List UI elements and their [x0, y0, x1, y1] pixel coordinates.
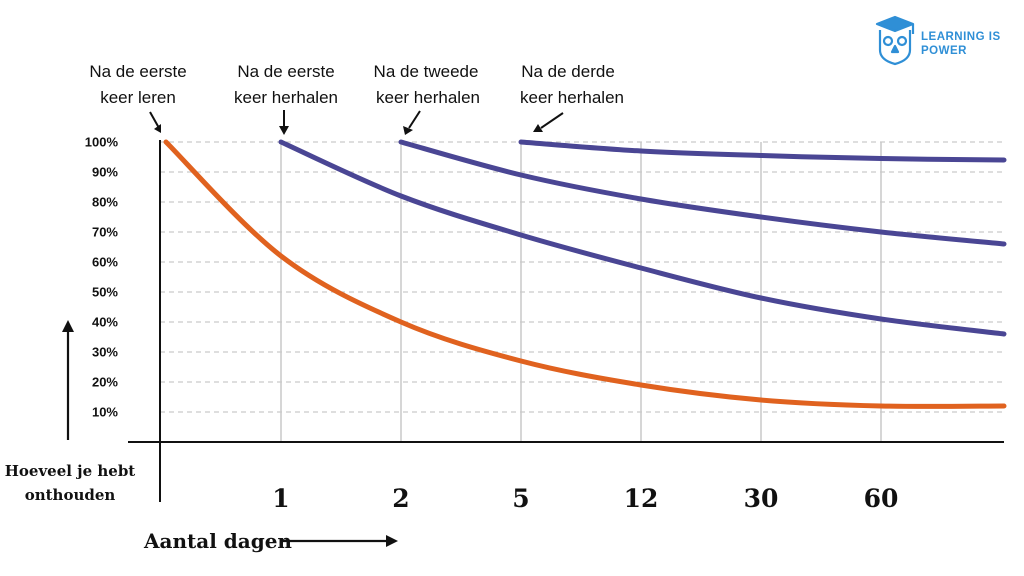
annotation-line2: keer herhalen [234, 88, 338, 107]
x-tick-label: 1 [272, 484, 289, 513]
x-tick-label: 12 [624, 484, 659, 513]
learning-is-power-logo: LEARNING IS POWER [875, 15, 1001, 66]
series-lines [163, 139, 1007, 409]
y-axis-label-line1: Hoeveel je hebt [5, 462, 136, 480]
x-tick-label: 2 [392, 484, 409, 513]
y-tick-label: 100% [85, 135, 119, 150]
x-arrow-head [386, 535, 398, 547]
annotation-line1: Na de tweede [374, 62, 479, 81]
x-tick-labels: 1 2 5 12 30 60 [272, 484, 898, 513]
y-tick-label: 80% [92, 195, 118, 210]
logo-text-line2: POWER [921, 45, 967, 57]
logo-text-line1: LEARNING IS [921, 31, 1001, 43]
x-tick-label: 5 [512, 484, 529, 513]
y-tick-label: 70% [92, 225, 118, 240]
annotation-arrowhead [154, 124, 161, 133]
y-tick-labels: 100% 90% 80% 70% 60% 50% 40% 30% 20% 10% [85, 135, 119, 420]
y-tick-label: 20% [92, 375, 118, 390]
annotation-line1: Na de eerste [89, 62, 186, 81]
y-tick-label: 10% [92, 405, 118, 420]
annotation-first-learning: Na de eerste keer leren [89, 62, 187, 133]
annotation-arrowhead [533, 124, 543, 132]
series-line-1 [278, 139, 1007, 337]
y-tick-label: 90% [92, 165, 118, 180]
x-axis-label: Aantal dagen [143, 529, 292, 553]
y-tick-label: 50% [92, 285, 118, 300]
series-line-0 [163, 139, 1007, 409]
annotation-line2: keer herhalen [376, 88, 480, 107]
annotation-line2: keer herhalen [520, 88, 624, 107]
annotation-line1: Na de eerste [237, 62, 334, 81]
annotation-arrow [408, 110, 421, 129]
annotation-arrow [149, 111, 160, 129]
owl-graduation-icon [875, 15, 915, 66]
y-arrow-head [62, 320, 74, 332]
x-tick-label: 60 [864, 484, 899, 513]
annotation-first-repetition: Na de eerste keer herhalen [234, 62, 338, 135]
y-tick-label: 30% [92, 345, 118, 360]
annotation-second-repetition: Na de tweede keer herhalen [374, 62, 480, 135]
axes [62, 140, 1004, 547]
annotation-line1: Na de derde [521, 62, 615, 81]
y-axis-label-line2: onthouden [25, 486, 116, 504]
y-tick-label: 60% [92, 255, 118, 270]
x-tick-label: 30 [744, 484, 779, 513]
series-line-3 [518, 139, 1007, 163]
annotation-line2: keer leren [100, 88, 176, 107]
annotation-arrowhead [403, 126, 413, 135]
annotation-arrowhead [279, 126, 289, 135]
series-line-2 [398, 139, 1007, 247]
annotation-arrow [540, 112, 564, 129]
y-tick-label: 40% [92, 315, 118, 330]
annotation-third-repetition: Na de derde keer herhalen [520, 62, 624, 132]
